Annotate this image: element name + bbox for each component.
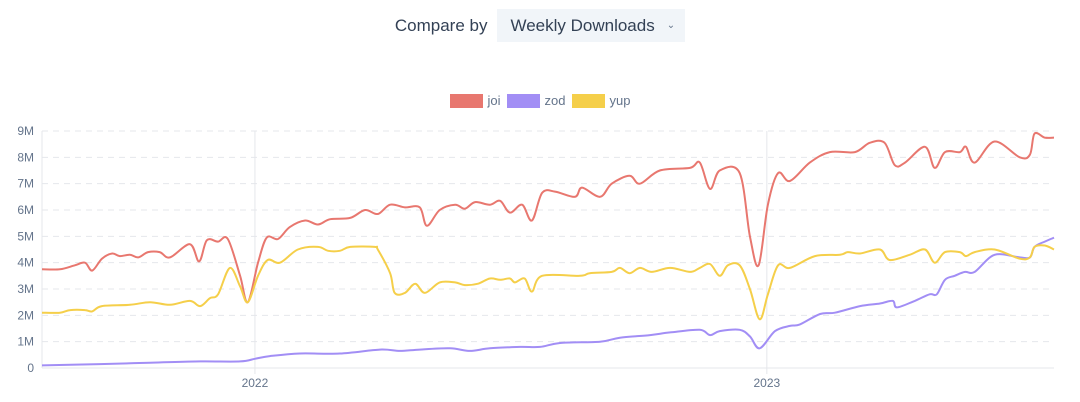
y-tick-label: 0	[27, 361, 34, 375]
y-tick-label: 6M	[17, 203, 34, 217]
legend-label: yup	[609, 93, 631, 108]
x-tick-label: 2022	[242, 376, 269, 390]
series-line-zod	[41, 236, 1055, 367]
compare-by-label: Compare by	[394, 15, 488, 35]
chart-legend: joi zod yup	[0, 93, 1080, 108]
y-tick-label: 1M	[17, 335, 34, 349]
legend-label: joi	[487, 93, 501, 108]
y-tick-label: 3M	[17, 282, 34, 296]
y-tick-label: 2M	[17, 308, 34, 322]
legend-swatch	[571, 93, 605, 108]
compare-by-control: Compare by Weekly Downloads ⌄	[0, 9, 1080, 42]
series-line-yup	[41, 244, 1055, 321]
legend-label: zod	[544, 93, 566, 108]
legend-swatch	[506, 93, 540, 108]
legend-item-joi[interactable]: joi	[449, 93, 501, 108]
y-tick-label: 9M	[17, 124, 34, 138]
legend-swatch	[449, 93, 483, 108]
y-tick-label: 4M	[17, 256, 34, 270]
chevron-down-icon: ⌄	[666, 20, 676, 31]
metric-select[interactable]: Weekly Downloads ⌄	[497, 9, 686, 42]
legend-item-zod[interactable]: zod	[506, 93, 566, 108]
y-tick-label: 8M	[17, 150, 34, 164]
legend-item-yup[interactable]: yup	[571, 93, 631, 108]
series-line-joi	[41, 131, 1055, 304]
metric-select-value: Weekly Downloads	[510, 15, 655, 35]
y-tick-label: 7M	[17, 177, 34, 191]
y-tick-label: 5M	[17, 229, 34, 243]
x-tick-label: 2023	[753, 376, 780, 390]
